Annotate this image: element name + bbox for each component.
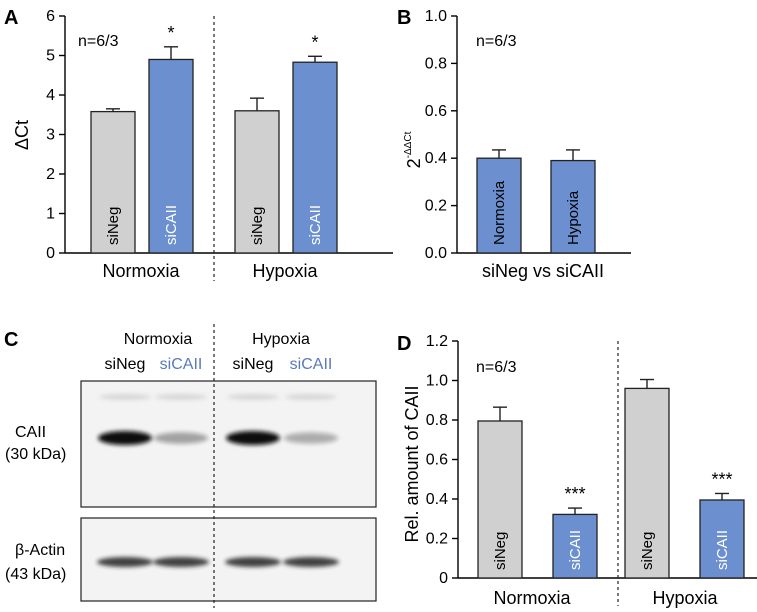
significance-marker-d: *** [564, 484, 585, 504]
actin-band [225, 557, 281, 567]
bar-d-sicaii [699, 499, 745, 579]
group-label-a: Normoxia [102, 261, 180, 281]
panel-letter-b: B [397, 7, 411, 29]
panel-b-xlabel: siNeg vs siCAII [482, 261, 604, 281]
group-label-a: Hypoxia [252, 261, 318, 281]
panel-letter-c: C [4, 329, 18, 351]
caii-band [154, 432, 208, 444]
bar-a-sicaii [148, 58, 194, 254]
y-tick-label-a: 3 [46, 127, 55, 144]
caii-band [284, 432, 338, 444]
bar-a-sineg [234, 110, 280, 254]
panel-d-chart: Rel. amount of CAII n=6/3 0 0.2 0.4 0.6 0.8 1… [402, 333, 757, 608]
blot-lane-label-sineg: siNeg [233, 356, 274, 373]
panel-b-ylabel: 2-ΔΔCt [403, 131, 424, 168]
panel-d-n-label: n=6/3 [476, 359, 517, 376]
western-blot: CAII (30 kDa) β-Actin (43 kDa) Normoxia H… [5, 324, 377, 608]
y-tick-label-b: 0.0 [425, 245, 447, 262]
group-label-d: Normoxia [493, 588, 571, 608]
y-tick-label-d: 1.0 [426, 373, 448, 390]
bar-b-normoxia [476, 157, 522, 254]
panel-b-n-label: n=6/3 [476, 33, 517, 50]
bar-a-sineg [90, 110, 136, 254]
nonspecific-band [99, 394, 151, 400]
nonspecific-band [285, 394, 337, 400]
caii-band [226, 431, 280, 445]
blot-header-normoxia: Normoxia [124, 331, 193, 348]
y-tick-label-a: 2 [46, 166, 55, 183]
significance-marker-a: * [167, 23, 174, 43]
blot-lane-label-sineg: siNeg [105, 356, 146, 373]
blot-header-hypoxia: Hypoxia [252, 331, 310, 348]
bar-d-sicaii [552, 513, 598, 579]
y-tick-label-a: 1 [46, 206, 55, 223]
bar-a-sicaii [292, 61, 338, 254]
y-tick-label-b: 0.2 [425, 198, 447, 215]
bar-d-sineg [624, 387, 670, 579]
y-tick-label-a: 5 [46, 48, 55, 65]
actin-band [153, 557, 209, 567]
significance-marker-d: *** [711, 469, 732, 489]
bar-label-a: siCAII [163, 205, 180, 245]
y-tick-label-d: 0.8 [426, 412, 448, 429]
y-tick-label-a: 4 [46, 87, 55, 104]
y-tick-label-b: 0.8 [425, 55, 447, 72]
actin-kda-label: (43 kDa) [5, 566, 66, 583]
significance-marker-a: * [311, 32, 318, 52]
y-tick-label-d: 0.6 [426, 452, 448, 469]
bar-label-b: Normoxia [491, 180, 508, 245]
bar-label-a: siNeg [105, 207, 122, 245]
panel-letter-d: D [397, 333, 411, 355]
nonspecific-band [155, 394, 207, 400]
blot-lane-label-sicaii: siCAII [160, 356, 203, 373]
panel-a-chart: ΔCt n=6/3 0 1 2 3 4 5 6 Normoxia Hypoxia siNeg siC… [12, 8, 393, 281]
caii-label: CAII [15, 424, 46, 441]
panel-b-chart: 2-ΔΔCt n=6/3 siNeg vs siCAII 0.0 0.2 0.4 0.… [403, 8, 631, 281]
panel-a-ylabel: ΔCt [12, 120, 32, 150]
actin-band [283, 557, 339, 567]
y-tick-label-a: 6 [46, 8, 55, 25]
bar-label-d: siNeg [639, 532, 656, 570]
blot-lane-label-sicaii: siCAII [290, 356, 333, 373]
bar-label-d: siCAII [567, 530, 584, 570]
y-tick-label-d: 0.4 [426, 491, 448, 508]
panel-letter-a: A [4, 7, 18, 29]
y-tick-label-b: 1.0 [425, 8, 447, 25]
actin-band [97, 557, 153, 567]
bar-label-a: siCAII [307, 205, 324, 245]
bar-label-d: siNeg [492, 532, 509, 570]
bar-label-d: siCAII [714, 530, 731, 570]
y-tick-label-d: 0.2 [426, 531, 448, 548]
y-tick-label-a: 0 [46, 245, 55, 262]
panel-a-n-label: n=6/3 [78, 33, 119, 50]
y-tick-label-b: 0.4 [425, 150, 447, 167]
caii-kda-label: (30 kDa) [5, 446, 66, 463]
caii-band [98, 431, 152, 445]
group-label-d: Hypoxia [652, 588, 718, 608]
panel-d-ylabel: Rel. amount of CAII [402, 385, 422, 542]
y-tick-label-d: 0 [439, 570, 448, 587]
bar-d-sineg [477, 420, 523, 579]
bar-b-hypoxia [550, 159, 596, 254]
bar-label-b: Hypoxia [565, 190, 582, 245]
y-tick-label-d: 1.2 [426, 333, 448, 350]
bar-label-a: siNeg [249, 207, 266, 245]
nonspecific-band [227, 394, 279, 400]
y-tick-label-b: 0.6 [425, 103, 447, 120]
actin-label: β-Actin [15, 542, 65, 559]
